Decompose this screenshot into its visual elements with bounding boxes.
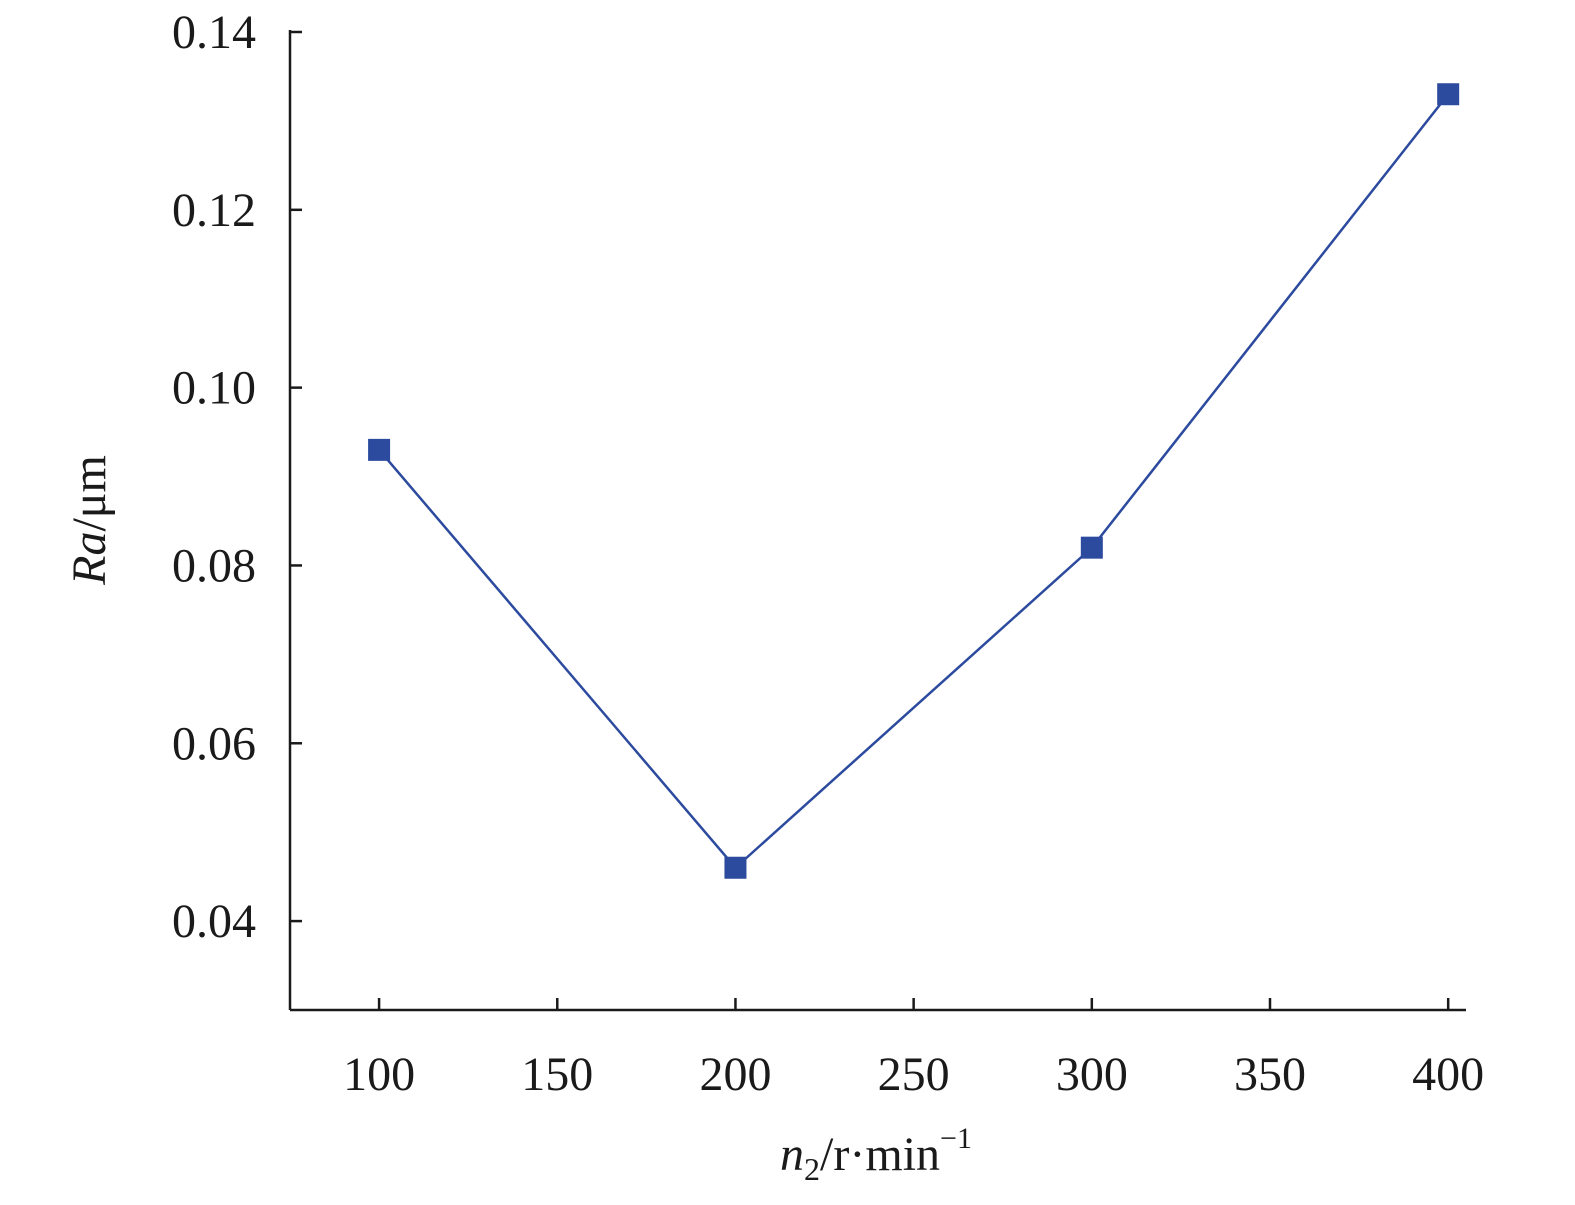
x-tick-label: 100 [343, 1048, 415, 1101]
x-tick-label: 200 [699, 1048, 771, 1101]
y-tick-label: 0.08 [172, 539, 256, 592]
x-tick-label: 250 [878, 1048, 950, 1101]
x-tick-label: 400 [1412, 1048, 1484, 1101]
series-line [378, 93, 1450, 870]
x-axis-title: n2/r·min−1 [780, 1122, 972, 1187]
x-axis-title-main: n [780, 1128, 804, 1181]
y-tick-label: 0.10 [172, 362, 256, 415]
data-point-marker [368, 438, 391, 461]
y-axis-title: Ra/μm [63, 455, 116, 586]
axes: 0.04 0.06 0.08 0.10 0.12 0.14 100 150 200 250 300 3… [172, 6, 1484, 1101]
data-point-marker [724, 856, 747, 879]
x-axis-title-sup: −1 [940, 1122, 972, 1155]
x-tick-label: 300 [1056, 1048, 1128, 1101]
y-tick-label: 0.06 [172, 717, 256, 770]
y-axis-title-main: Ra [63, 532, 116, 586]
x-tick-label: 150 [521, 1048, 593, 1101]
x-axis-title-unit: /r·min [820, 1128, 940, 1181]
x-axis-title-sub: 2 [804, 1151, 820, 1187]
data-point-marker [1080, 536, 1103, 559]
y-axis-title-unit: /μm [63, 455, 116, 531]
y-tick-label: 0.04 [172, 895, 256, 948]
x-tick-label: 350 [1234, 1048, 1306, 1101]
series-layer [368, 83, 1460, 879]
y-tick-label: 0.12 [172, 184, 256, 237]
data-point-marker [1437, 83, 1460, 106]
y-tick-label: 0.14 [172, 6, 256, 59]
